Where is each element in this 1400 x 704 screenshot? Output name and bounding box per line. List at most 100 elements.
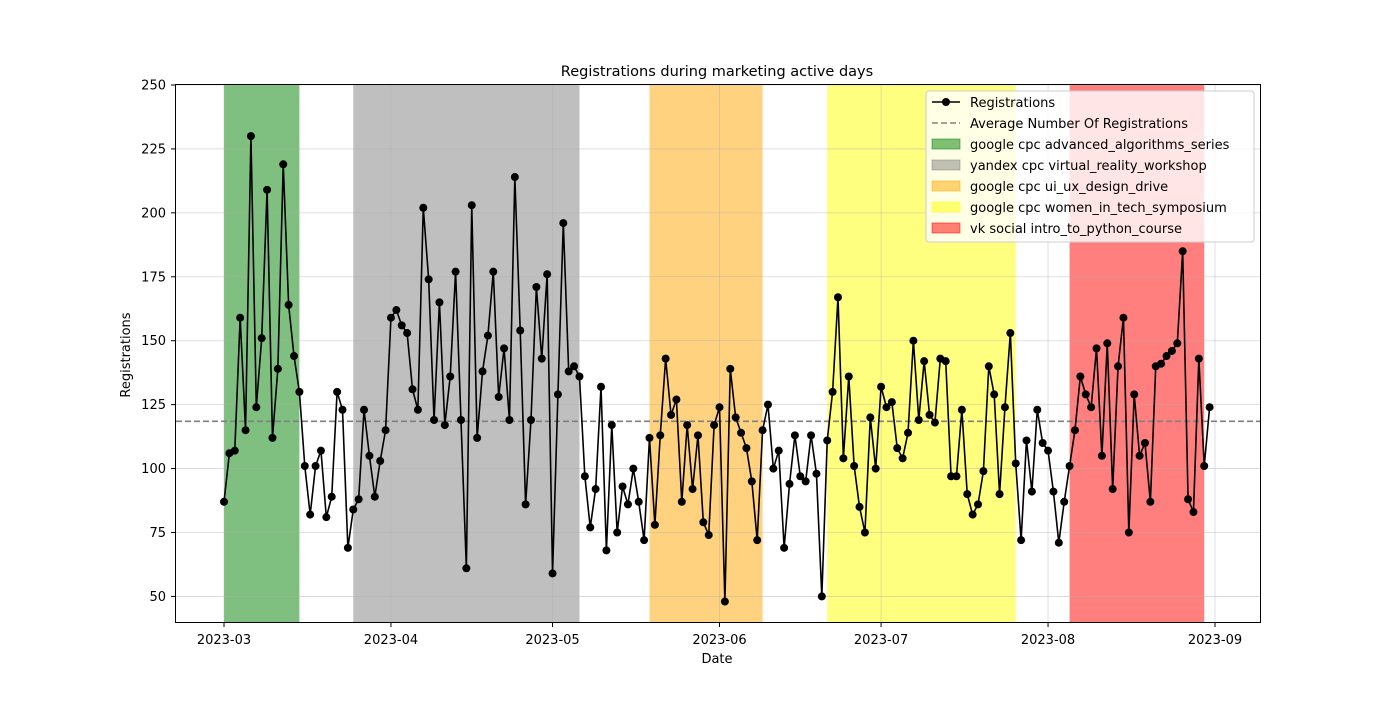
registrations-point xyxy=(807,431,816,440)
registrations-point xyxy=(656,431,665,440)
legend-label: Registrations xyxy=(970,96,1055,111)
plot-frame xyxy=(175,84,1261,623)
registrations-point xyxy=(1205,403,1214,412)
campaign-band-1 xyxy=(224,85,300,622)
registrations-point xyxy=(1000,403,1009,412)
registrations-point xyxy=(1146,497,1155,506)
registrations-point xyxy=(855,502,864,511)
registrations-point xyxy=(456,415,465,424)
registrations-point xyxy=(263,185,272,194)
registrations-point xyxy=(220,497,228,506)
registrations-point xyxy=(672,395,681,404)
registrations-point xyxy=(311,462,320,471)
registrations-point xyxy=(559,219,568,228)
registrations-point xyxy=(268,433,277,442)
registrations-point xyxy=(780,543,789,552)
legend-swatch-3 xyxy=(931,180,961,192)
registrations-point xyxy=(866,413,875,422)
x-tick-label: 2023-04 xyxy=(364,633,418,648)
registrations-point xyxy=(246,132,255,141)
registrations-point xyxy=(236,313,245,322)
registrations-point xyxy=(623,500,632,509)
registrations-point xyxy=(548,569,557,578)
registrations-point xyxy=(812,469,821,478)
registrations-point xyxy=(607,421,616,430)
registrations-point xyxy=(823,436,832,445)
registrations-point xyxy=(316,446,325,455)
y-tick-label: 250 xyxy=(141,79,166,94)
y-tick-label: 125 xyxy=(141,398,166,413)
registrations-point xyxy=(376,456,385,465)
legend-swatch-2 xyxy=(931,159,961,171)
registrations-point xyxy=(661,354,670,363)
registrations-point xyxy=(1173,339,1182,348)
registrations-point xyxy=(279,160,288,169)
registrations-point xyxy=(252,403,261,412)
registrations-point xyxy=(494,392,503,401)
registrations-point xyxy=(925,410,934,419)
legend-label: Average Number Of Registrations xyxy=(970,117,1188,132)
registrations-point xyxy=(483,331,492,340)
registrations-point xyxy=(747,477,756,486)
registrations-point xyxy=(887,398,896,407)
registrations-point xyxy=(1097,451,1106,460)
registrations-point xyxy=(580,472,589,481)
registrations-point xyxy=(532,283,541,292)
registrations-point xyxy=(365,451,374,460)
registrations-point xyxy=(300,462,309,471)
registrations-point xyxy=(295,387,304,396)
registrations-point xyxy=(995,490,1004,499)
legend-swatch-1 xyxy=(931,138,961,150)
registrations-point xyxy=(478,367,487,376)
registrations-point xyxy=(650,520,659,529)
registrations-point xyxy=(629,464,638,473)
registrations-point xyxy=(758,426,767,435)
registrations-point xyxy=(1011,459,1020,468)
registrations-point xyxy=(322,513,331,522)
x-axis-label: Date xyxy=(701,652,732,667)
registrations-point xyxy=(230,446,239,455)
registrations-point xyxy=(693,431,702,440)
registrations-point xyxy=(640,536,649,545)
registrations-point xyxy=(473,433,482,442)
registrations-point xyxy=(790,431,799,440)
registrations-point xyxy=(667,410,676,419)
registrations-point xyxy=(726,364,735,373)
registrations-point xyxy=(360,405,369,414)
y-tick-label: 200 xyxy=(141,206,166,221)
series-layer xyxy=(220,132,1214,606)
registrations-point xyxy=(1140,439,1149,447)
registrations-point xyxy=(688,485,697,494)
registrations-point xyxy=(753,536,762,545)
registrations-point xyxy=(284,300,293,309)
registrations-point xyxy=(683,421,692,430)
registrations-point xyxy=(537,354,546,363)
y-tick-label: 150 xyxy=(141,334,166,349)
registrations-point xyxy=(877,382,886,391)
registrations-point xyxy=(462,564,471,573)
registrations-point xyxy=(1194,354,1203,363)
registrations-point xyxy=(618,482,627,491)
registrations-point xyxy=(963,490,972,499)
registrations-point xyxy=(1108,485,1117,494)
registrations-point xyxy=(1038,439,1047,447)
registrations-point xyxy=(602,546,611,555)
registrations-point xyxy=(327,492,336,501)
registrations-point xyxy=(893,444,902,453)
y-axis: 50 75 100 125 150 175 200 225 250 xyxy=(141,79,176,605)
registrations-point xyxy=(1065,462,1074,471)
registrations-point xyxy=(354,495,363,504)
registrations-point xyxy=(446,372,455,381)
registrations-point xyxy=(1022,436,1031,445)
registrations-point xyxy=(570,362,579,371)
registrations-point xyxy=(909,336,918,345)
registrations-point xyxy=(1114,362,1123,371)
registrations-point xyxy=(343,543,352,552)
registrations-point xyxy=(763,400,772,409)
legend-box xyxy=(925,90,1255,243)
registrations-point xyxy=(597,382,606,391)
registrations-point xyxy=(413,405,422,414)
registrations-point xyxy=(591,485,600,494)
y-tick-label: 75 xyxy=(149,526,166,541)
